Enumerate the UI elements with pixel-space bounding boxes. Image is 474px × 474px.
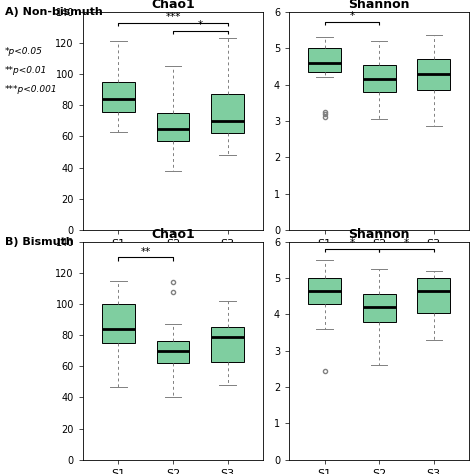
PathPatch shape — [363, 294, 396, 322]
Text: *: * — [349, 238, 355, 248]
PathPatch shape — [156, 341, 190, 363]
Text: ***p<0.001: ***p<0.001 — [5, 85, 57, 94]
Title: Shannon: Shannon — [348, 0, 410, 11]
PathPatch shape — [418, 278, 450, 313]
PathPatch shape — [102, 82, 135, 111]
PathPatch shape — [308, 48, 341, 72]
Title: Chao1: Chao1 — [151, 228, 195, 241]
Text: *: * — [404, 238, 409, 248]
Text: B) Bismuth: B) Bismuth — [5, 237, 73, 247]
PathPatch shape — [418, 59, 450, 90]
Title: Shannon: Shannon — [348, 228, 410, 241]
Text: **: ** — [141, 246, 151, 256]
Title: Chao1: Chao1 — [151, 0, 195, 11]
PathPatch shape — [211, 328, 244, 362]
Text: *: * — [349, 11, 355, 21]
PathPatch shape — [156, 113, 190, 141]
Text: A) Non-bismuth: A) Non-bismuth — [5, 7, 102, 17]
PathPatch shape — [211, 94, 244, 133]
Text: *: * — [198, 20, 203, 30]
PathPatch shape — [102, 304, 135, 343]
Text: ***: *** — [165, 12, 181, 22]
PathPatch shape — [363, 64, 396, 92]
Text: **p<0.01: **p<0.01 — [5, 66, 47, 75]
PathPatch shape — [308, 278, 341, 303]
Text: *p<0.05: *p<0.05 — [5, 47, 43, 56]
